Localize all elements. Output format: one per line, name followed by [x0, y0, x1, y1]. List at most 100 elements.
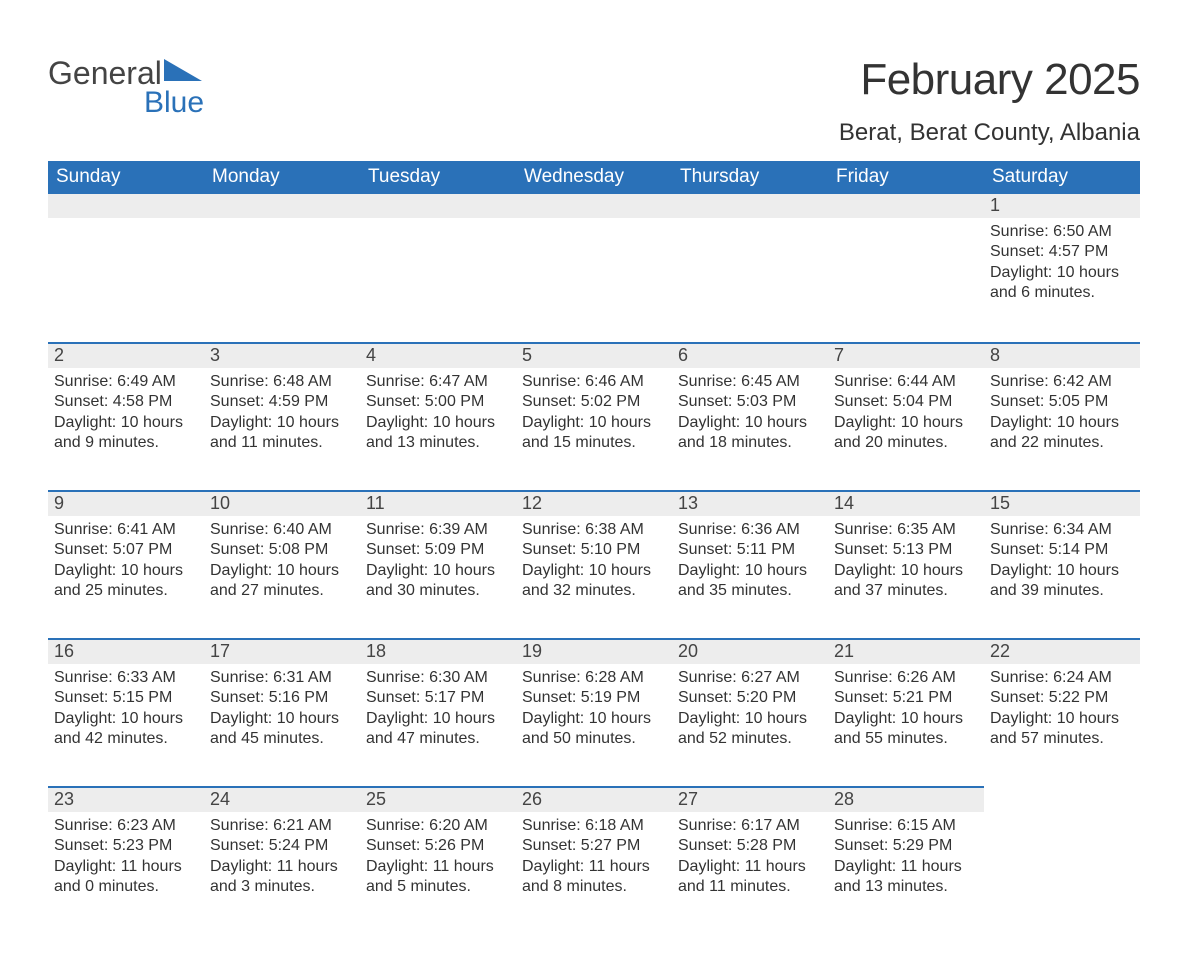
calendar-week-row: 1Sunrise: 6:50 AMSunset: 4:57 PMDaylight…: [48, 194, 1140, 342]
calendar-empty-cell: [984, 786, 1140, 934]
daylight-line: Daylight: 10 hours and 32 minutes.: [522, 561, 666, 602]
sunrise-line: Sunrise: 6:36 AM: [678, 520, 822, 540]
sunset-line: Sunset: 5:00 PM: [366, 392, 510, 412]
sunrise-line: Sunrise: 6:17 AM: [678, 816, 822, 836]
day-number-bar: 15: [984, 490, 1140, 516]
day-number-bar: [516, 194, 672, 218]
title-block: February 2025 Berat, Berat County, Alban…: [839, 55, 1140, 157]
sunrise-line: Sunrise: 6:33 AM: [54, 668, 198, 688]
day-body: Sunrise: 6:39 AMSunset: 5:09 PMDaylight:…: [360, 516, 516, 604]
day-body: Sunrise: 6:26 AMSunset: 5:21 PMDaylight:…: [828, 664, 984, 752]
sunset-line: Sunset: 5:27 PM: [522, 836, 666, 856]
calendar-day-cell: 13Sunrise: 6:36 AMSunset: 5:11 PMDayligh…: [672, 490, 828, 638]
sunrise-line: Sunrise: 6:44 AM: [834, 372, 978, 392]
sunrise-line: Sunrise: 6:24 AM: [990, 668, 1134, 688]
day-body: Sunrise: 6:33 AMSunset: 5:15 PMDaylight:…: [48, 664, 204, 752]
calendar-day-cell: 3Sunrise: 6:48 AMSunset: 4:59 PMDaylight…: [204, 342, 360, 490]
day-number-bar: [204, 194, 360, 218]
calendar-day-cell: 22Sunrise: 6:24 AMSunset: 5:22 PMDayligh…: [984, 638, 1140, 786]
calendar-day-cell: 14Sunrise: 6:35 AMSunset: 5:13 PMDayligh…: [828, 490, 984, 638]
daylight-line: Daylight: 10 hours and 30 minutes.: [366, 561, 510, 602]
sunset-line: Sunset: 5:03 PM: [678, 392, 822, 412]
day-body: Sunrise: 6:24 AMSunset: 5:22 PMDaylight:…: [984, 664, 1140, 752]
sunrise-line: Sunrise: 6:40 AM: [210, 520, 354, 540]
calendar-empty-cell: [360, 194, 516, 342]
sunrise-line: Sunrise: 6:50 AM: [990, 222, 1134, 242]
weekday-header: Thursday: [672, 161, 828, 194]
day-number-bar: 1: [984, 194, 1140, 218]
day-body: Sunrise: 6:38 AMSunset: 5:10 PMDaylight:…: [516, 516, 672, 604]
calendar-day-cell: 4Sunrise: 6:47 AMSunset: 5:00 PMDaylight…: [360, 342, 516, 490]
day-number-bar: 10: [204, 490, 360, 516]
daylight-line: Daylight: 10 hours and 39 minutes.: [990, 561, 1134, 602]
day-body: Sunrise: 6:23 AMSunset: 5:23 PMDaylight:…: [48, 812, 204, 900]
daylight-line: Daylight: 11 hours and 3 minutes.: [210, 857, 354, 898]
day-number-bar: 20: [672, 638, 828, 664]
day-number-bar: [48, 194, 204, 218]
calendar-week-row: 9Sunrise: 6:41 AMSunset: 5:07 PMDaylight…: [48, 490, 1140, 638]
daylight-line: Daylight: 11 hours and 8 minutes.: [522, 857, 666, 898]
sunset-line: Sunset: 5:29 PM: [834, 836, 978, 856]
calendar-empty-cell: [828, 194, 984, 342]
sunrise-line: Sunrise: 6:23 AM: [54, 816, 198, 836]
sunrise-line: Sunrise: 6:28 AM: [522, 668, 666, 688]
sunset-line: Sunset: 4:57 PM: [990, 242, 1134, 262]
day-number-bar: 27: [672, 786, 828, 812]
day-number-bar: 17: [204, 638, 360, 664]
sunrise-line: Sunrise: 6:46 AM: [522, 372, 666, 392]
daylight-line: Daylight: 10 hours and 35 minutes.: [678, 561, 822, 602]
day-number-bar: 2: [48, 342, 204, 368]
calendar-day-cell: 28Sunrise: 6:15 AMSunset: 5:29 PMDayligh…: [828, 786, 984, 934]
day-body: Sunrise: 6:41 AMSunset: 5:07 PMDaylight:…: [48, 516, 204, 604]
daylight-line: Daylight: 10 hours and 18 minutes.: [678, 413, 822, 454]
day-body: Sunrise: 6:20 AMSunset: 5:26 PMDaylight:…: [360, 812, 516, 900]
sunrise-line: Sunrise: 6:48 AM: [210, 372, 354, 392]
sunrise-line: Sunrise: 6:15 AM: [834, 816, 978, 836]
calendar-day-cell: 21Sunrise: 6:26 AMSunset: 5:21 PMDayligh…: [828, 638, 984, 786]
sunset-line: Sunset: 4:58 PM: [54, 392, 198, 412]
sunrise-line: Sunrise: 6:18 AM: [522, 816, 666, 836]
day-body: Sunrise: 6:27 AMSunset: 5:20 PMDaylight:…: [672, 664, 828, 752]
sunrise-line: Sunrise: 6:42 AM: [990, 372, 1134, 392]
day-body: Sunrise: 6:42 AMSunset: 5:05 PMDaylight:…: [984, 368, 1140, 456]
day-number-bar: 25: [360, 786, 516, 812]
calendar-day-cell: 5Sunrise: 6:46 AMSunset: 5:02 PMDaylight…: [516, 342, 672, 490]
sunrise-line: Sunrise: 6:38 AM: [522, 520, 666, 540]
day-body: Sunrise: 6:46 AMSunset: 5:02 PMDaylight:…: [516, 368, 672, 456]
day-body: Sunrise: 6:15 AMSunset: 5:29 PMDaylight:…: [828, 812, 984, 900]
sunset-line: Sunset: 5:24 PM: [210, 836, 354, 856]
day-body: Sunrise: 6:47 AMSunset: 5:00 PMDaylight:…: [360, 368, 516, 456]
calendar-day-cell: 2Sunrise: 6:49 AMSunset: 4:58 PMDaylight…: [48, 342, 204, 490]
day-body: Sunrise: 6:34 AMSunset: 5:14 PMDaylight:…: [984, 516, 1140, 604]
sunset-line: Sunset: 5:22 PM: [990, 688, 1134, 708]
day-number-bar: 22: [984, 638, 1140, 664]
daylight-line: Daylight: 11 hours and 5 minutes.: [366, 857, 510, 898]
sunset-line: Sunset: 5:26 PM: [366, 836, 510, 856]
sunrise-line: Sunrise: 6:21 AM: [210, 816, 354, 836]
sunrise-line: Sunrise: 6:20 AM: [366, 816, 510, 836]
calendar-body: 1 Sunrise: 6:50 AMSunset: 4:57 PM Daylight…: [48, 194, 1140, 934]
day-number-bar: 4: [360, 342, 516, 368]
calendar-day-cell: 18Sunrise: 6:30 AMSunset: 5:17 PMDayligh…: [360, 638, 516, 786]
sunset-line: Sunset: 5:14 PM: [990, 540, 1134, 560]
calendar-day-cell: 9Sunrise: 6:41 AMSunset: 5:07 PMDaylight…: [48, 490, 204, 638]
calendar-day-cell: 15Sunrise: 6:34 AMSunset: 5:14 PMDayligh…: [984, 490, 1140, 638]
daylight-line: Daylight: 10 hours and 13 minutes.: [366, 413, 510, 454]
daylight-line: Daylight: 10 hours and 27 minutes.: [210, 561, 354, 602]
day-body: Sunrise: 6:31 AMSunset: 5:16 PMDaylight:…: [204, 664, 360, 752]
calendar-day-cell: 11Sunrise: 6:39 AMSunset: 5:09 PMDayligh…: [360, 490, 516, 638]
sunrise-line: Sunrise: 6:47 AM: [366, 372, 510, 392]
day-number-bar: 7: [828, 342, 984, 368]
day-number-bar: 16: [48, 638, 204, 664]
month-title: February 2025: [839, 55, 1140, 105]
day-body: Sunrise: 6:30 AMSunset: 5:17 PMDaylight:…: [360, 664, 516, 752]
day-body: Sunrise: 6:48 AMSunset: 4:59 PMDaylight:…: [204, 368, 360, 456]
sunset-line: Sunset: 5:15 PM: [54, 688, 198, 708]
daylight-line: Daylight: 10 hours and 9 minutes.: [54, 413, 198, 454]
calendar-week-row: 16Sunrise: 6:33 AMSunset: 5:15 PMDayligh…: [48, 638, 1140, 786]
calendar-day-cell: 1Sunrise: 6:50 AMSunset: 4:57 PMDaylight…: [984, 194, 1140, 342]
weekday-header: Monday: [204, 161, 360, 194]
daylight-line: Daylight: 11 hours and 13 minutes.: [834, 857, 978, 898]
header-row: General Blue February 2025 Berat, Berat …: [48, 55, 1140, 157]
sunrise-line: Sunrise: 6:35 AM: [834, 520, 978, 540]
